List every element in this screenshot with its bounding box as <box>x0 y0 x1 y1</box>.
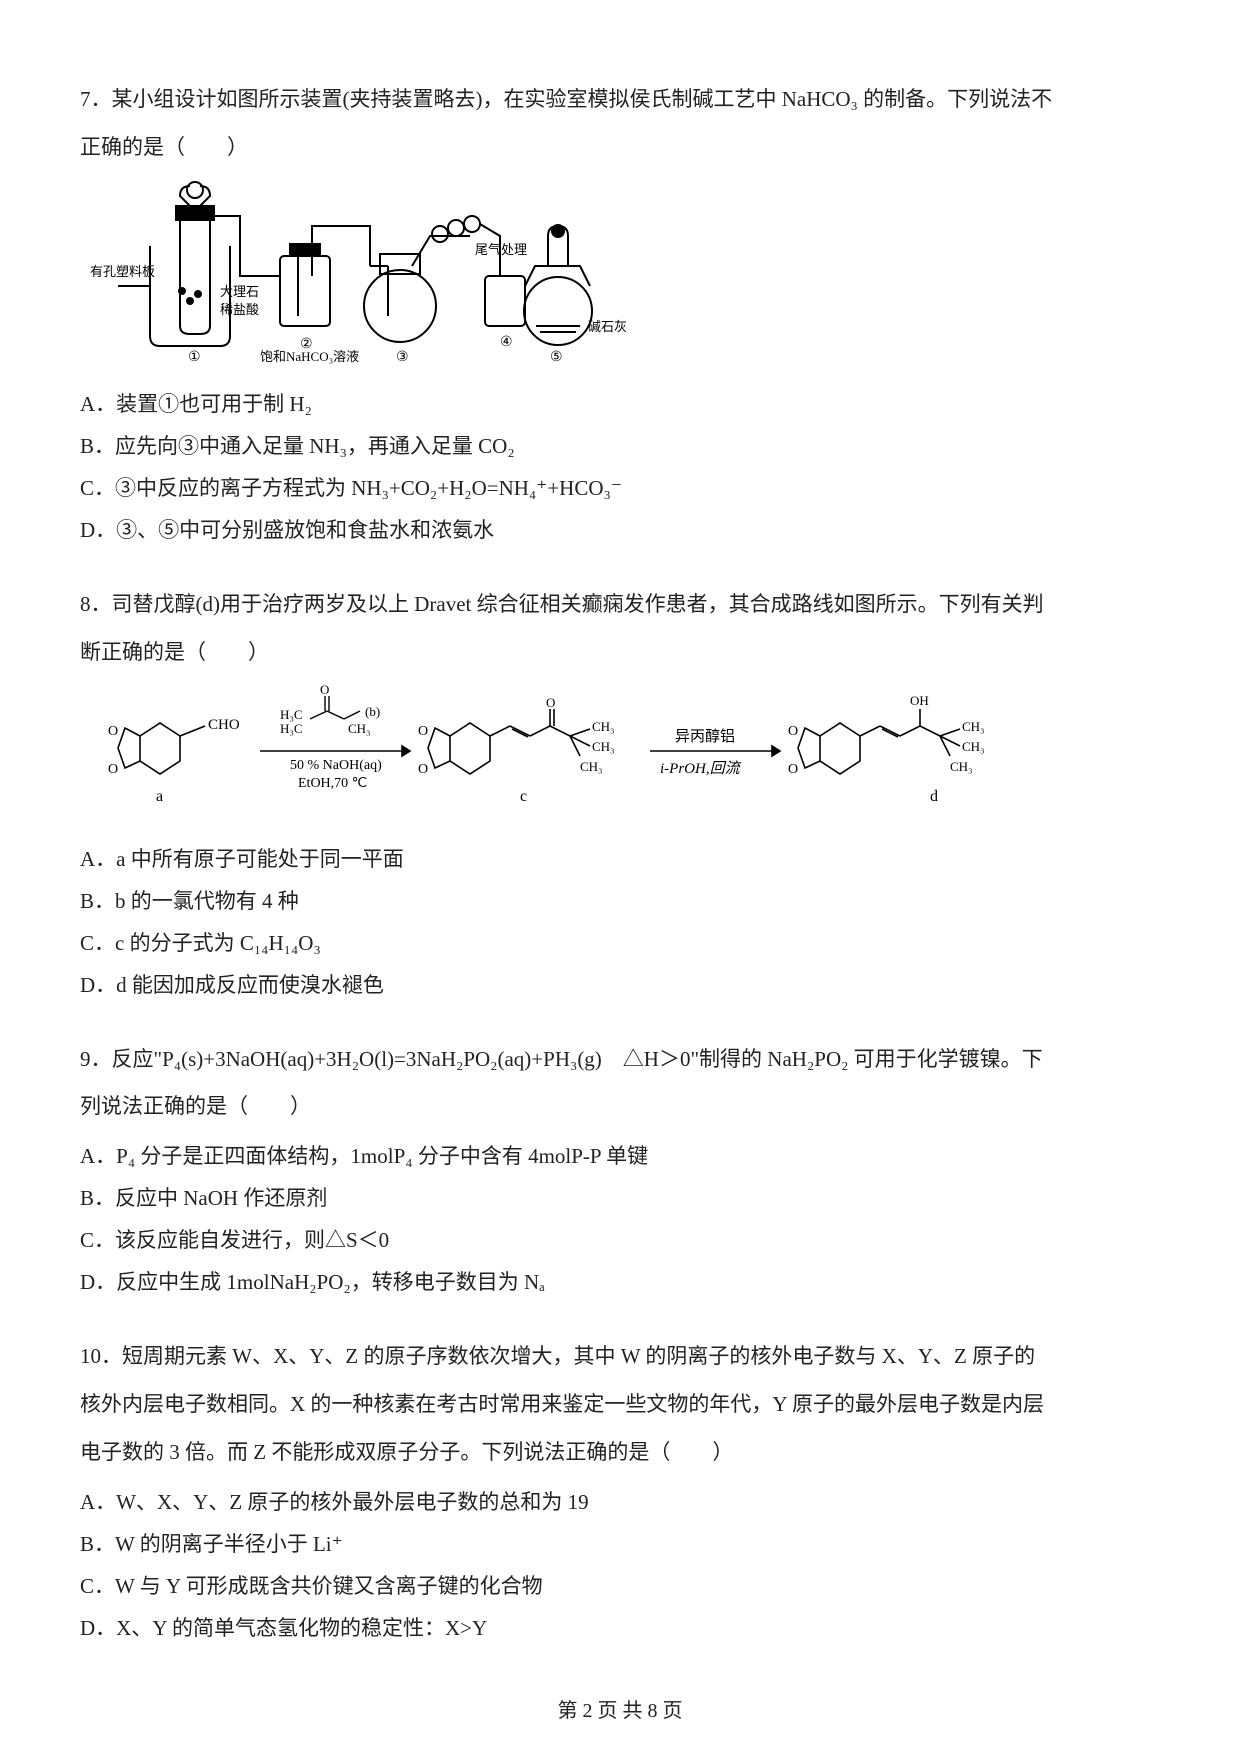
q7-option-c: C．③中反应的离子方程式为 NH₃+CO₂+H₂O=NH₄⁺+HCO₃⁻ <box>80 467 1160 509</box>
q7-num5: ⑤ <box>550 350 563 365</box>
q8-stem-line2: 断正确的是（ ） <box>80 633 1160 673</box>
q7-num1: ① <box>188 350 201 365</box>
q8-label-c: c <box>520 788 527 805</box>
svg-text:O: O <box>418 724 428 739</box>
q8-figure: O O CHO a O <box>80 681 1160 826</box>
page-footer: 第 2 页 共 8 页 <box>0 1694 1240 1723</box>
q10-stem-line1: 10．短周期元素 W、X、Y、Z 的原子序数依次增大，其中 W 的阴离子的核外电… <box>80 1337 1160 1377</box>
q8-label-cho: CHO <box>208 717 240 733</box>
q8-cond-iproh: i-PrOH,回流 <box>660 760 742 777</box>
q7-figure: 有孔塑料板 大理石 稀盐酸 ① 饱和NaHCO₃溶液 ② <box>80 176 1160 371</box>
q8-b-o: O <box>320 682 329 697</box>
q8-c-o: O <box>546 695 555 710</box>
q7-num2: ② <box>300 337 313 352</box>
q8-d-ch3a: CH₃ <box>962 719 985 734</box>
q8-label-a: a <box>156 788 163 805</box>
q7-stem-line2: 正确的是（ ） <box>80 128 1160 168</box>
question-10: 10．短周期元素 W、X、Y、Z 的原子序数依次增大，其中 W 的阴离子的核外电… <box>80 1337 1160 1649</box>
q8-cond-naoh: 50 % NaOH(aq) <box>290 758 382 773</box>
q7-num3: ③ <box>396 350 409 365</box>
svg-text:O: O <box>788 724 798 739</box>
q7-label-acid: 稀盐酸 <box>220 302 259 317</box>
q8-b-label: (b) <box>365 704 380 719</box>
q8-b-ch3: CH₃ <box>348 721 371 736</box>
q8-b-h3c1: H₃C <box>280 707 303 722</box>
q7-stem-line1: 7．某小组设计如图所示装置(夹持装置略去)，在实验室模拟侯氏制碱工艺中 NaHC… <box>80 80 1160 120</box>
q8-d-ch3b: CH₃ <box>962 739 985 754</box>
q8-cond-etoh: EtOH,70 ℃ <box>298 776 367 791</box>
question-8: 8．司替戊醇(d)用于治疗两岁及以上 Dravet 综合征相关癫痫发作患者，其合… <box>80 585 1160 1006</box>
q10-stem-line3: 电子数的 3 倍。而 Z 不能形成双原子分子。下列说法正确的是（ ） <box>80 1433 1160 1473</box>
q8-stem-line1: 8．司替戊醇(d)用于治疗两岁及以上 Dravet 综合征相关癫痫发作患者，其合… <box>80 585 1160 625</box>
q8-option-b: B．b 的一氯代物有 4 种 <box>80 880 1160 922</box>
q9-option-b: B．反应中 NaOH 作还原剂 <box>80 1177 1160 1219</box>
q7-label-lime: 碱石灰 <box>588 319 627 334</box>
q8-d-ch3c: CH₃ <box>950 759 973 774</box>
question-9: 9．反应"P₄(s)+3NaOH(aq)+3H₂O(l)=3NaH₂PO₂(aq… <box>80 1040 1160 1304</box>
svg-text:O: O <box>418 762 428 777</box>
question-7: 7．某小组设计如图所示装置(夹持装置略去)，在实验室模拟侯氏制碱工艺中 NaHC… <box>80 80 1160 551</box>
q7-option-b: B．应先向③中通入足量 NH₃，再通入足量 CO₂ <box>80 425 1160 467</box>
q10-option-d: D．X、Y 的简单气态氢化物的稳定性：X>Y <box>80 1607 1160 1649</box>
q8-c-ch3a: CH₃ <box>592 719 615 734</box>
q8-b-h3c2: H₃C <box>280 721 303 736</box>
q8-c-ch3b: CH₃ <box>592 739 615 754</box>
q9-option-d: D．反应中生成 1molNaH₂PO₂，转移电子数目为 Nₐ <box>80 1261 1160 1303</box>
q8-option-d: D．d 能因加成反应而使溴水褪色 <box>80 964 1160 1006</box>
svg-text:O: O <box>108 724 118 739</box>
q8-d-oh: OH <box>910 693 929 708</box>
q7-label-tail: 尾气处理 <box>475 242 527 257</box>
q10-stem-line2: 核外内层电子数相同。X 的一种核素在考古时常用来鉴定一些文物的年代，Y 原子的最… <box>80 1385 1160 1425</box>
q9-option-a: A．P₄ 分子是正四面体结构，1molP₄ 分子中含有 4molP-P 单键 <box>80 1135 1160 1177</box>
svg-text:O: O <box>788 762 798 777</box>
q9-stem-line2: 列说法正确的是（ ） <box>80 1087 1160 1127</box>
q8-option-c: C．c 的分子式为 C₁₄H₁₄O₃ <box>80 922 1160 964</box>
q8-option-a: A．a 中所有原子可能处于同一平面 <box>80 838 1160 880</box>
q9-option-c: C．该反应能自发进行，则△S＜0 <box>80 1219 1160 1261</box>
q10-option-a: A．W、X、Y、Z 原子的核外最外层电子数的总和为 19 <box>80 1481 1160 1523</box>
q7-option-a: A．装置①也可用于制 H₂ <box>80 383 1160 425</box>
q8-c-ch3c: CH₃ <box>580 759 603 774</box>
q7-num4: ④ <box>500 335 513 350</box>
q9-stem-line1: 9．反应"P₄(s)+3NaOH(aq)+3H₂O(l)=3NaH₂PO₂(aq… <box>80 1040 1160 1080</box>
q8-label-d: d <box>930 788 938 805</box>
q7-label-marble: 大理石 <box>220 284 259 299</box>
q8-cond-al: 异丙醇铝 <box>675 728 735 745</box>
q7-label-plate: 有孔塑料板 <box>90 264 155 279</box>
q10-option-b: B．W 的阴离子半径小于 Li⁺ <box>80 1523 1160 1565</box>
q7-option-d: D．③、⑤中可分别盛放饱和食盐水和浓氨水 <box>80 509 1160 551</box>
svg-text:O: O <box>108 762 118 777</box>
q10-option-c: C．W 与 Y 可形成既含共价键又含离子键的化合物 <box>80 1565 1160 1607</box>
